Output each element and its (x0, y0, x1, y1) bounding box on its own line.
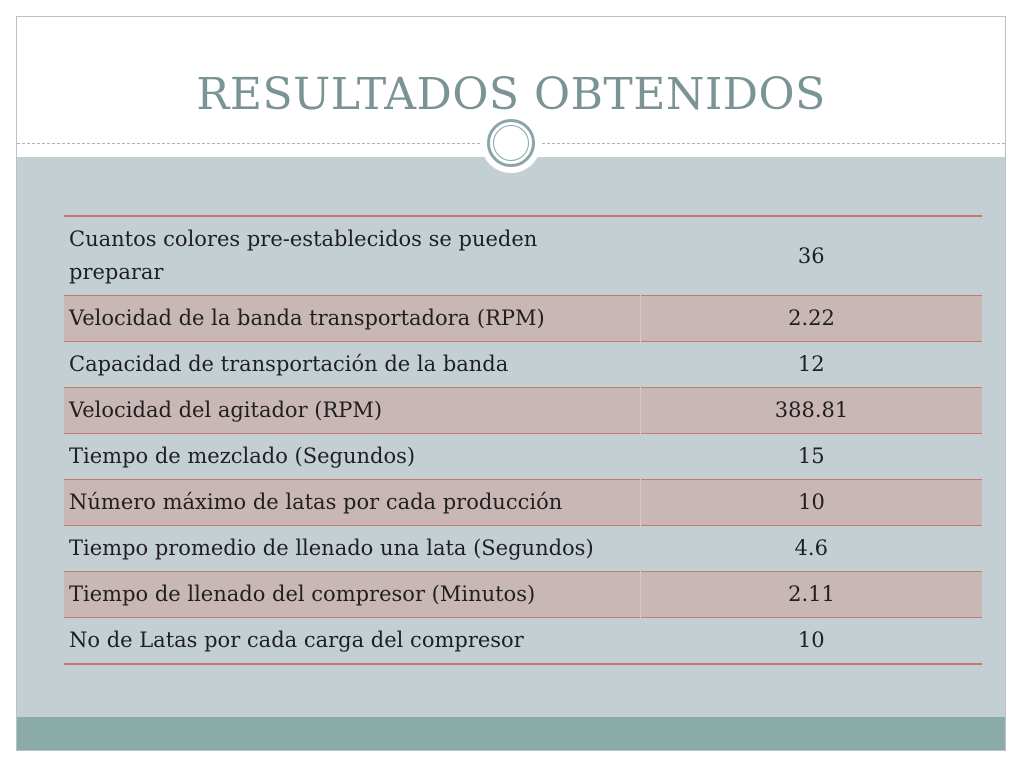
row-value: 2.22 (788, 306, 835, 330)
row-label: Capacidad de transportación de la banda (69, 352, 509, 376)
row-value: 12 (797, 352, 825, 376)
row-value: 15 (797, 444, 825, 468)
row-value: 36 (797, 243, 825, 268)
table-row: Tiempo promedio de llenado una lata (Seg… (64, 525, 982, 572)
row-label: Velocidad del agitador (RPM) (64, 387, 641, 434)
row-label: Cuantos colores pre-establecidos se pued… (69, 227, 538, 284)
row-value: 2.11 (788, 582, 835, 606)
row-label: Tiempo promedio de llenado una lata (Seg… (69, 536, 594, 560)
row-label: No de Latas por cada carga del compresor (69, 628, 524, 652)
circle-ornament-inner (493, 125, 529, 161)
row-value: 388.81 (774, 398, 849, 422)
results-table: Cuantos colores pre-establecidos se pued… (64, 215, 982, 665)
table-row: Velocidad del agitador (RPM) 388.81 (64, 387, 982, 434)
slide: RESULTADOS OBTENIDOS Cuantos colores pre… (16, 16, 1006, 751)
table-row: Velocidad de la banda transportadora (RP… (64, 295, 982, 342)
content-area (17, 157, 1005, 717)
table-row: Capacidad de transportación de la banda … (64, 341, 982, 388)
row-value: 4.6 (794, 536, 828, 560)
row-label: Velocidad de la banda transportadora (RP… (64, 295, 641, 342)
table-row: Número máximo de latas por cada producci… (64, 479, 982, 526)
row-label: Número máximo de latas por cada producci… (64, 479, 641, 526)
footer-bar (17, 717, 1005, 750)
table-row: Cuantos colores pre-establecidos se pued… (64, 216, 982, 296)
row-label: Tiempo de mezclado (Segundos) (69, 444, 416, 468)
slide-title: RESULTADOS OBTENIDOS (196, 69, 826, 120)
row-value: 10 (797, 628, 825, 652)
row-value: 10 (798, 490, 825, 514)
table-row: Tiempo de mezclado (Segundos) 15 (64, 433, 982, 480)
row-label: Tiempo de llenado del compresor (Minutos… (64, 571, 641, 618)
table-row: Tiempo de llenado del compresor (Minutos… (64, 571, 982, 618)
table-row: No de Latas por cada carga del compresor… (64, 617, 982, 664)
